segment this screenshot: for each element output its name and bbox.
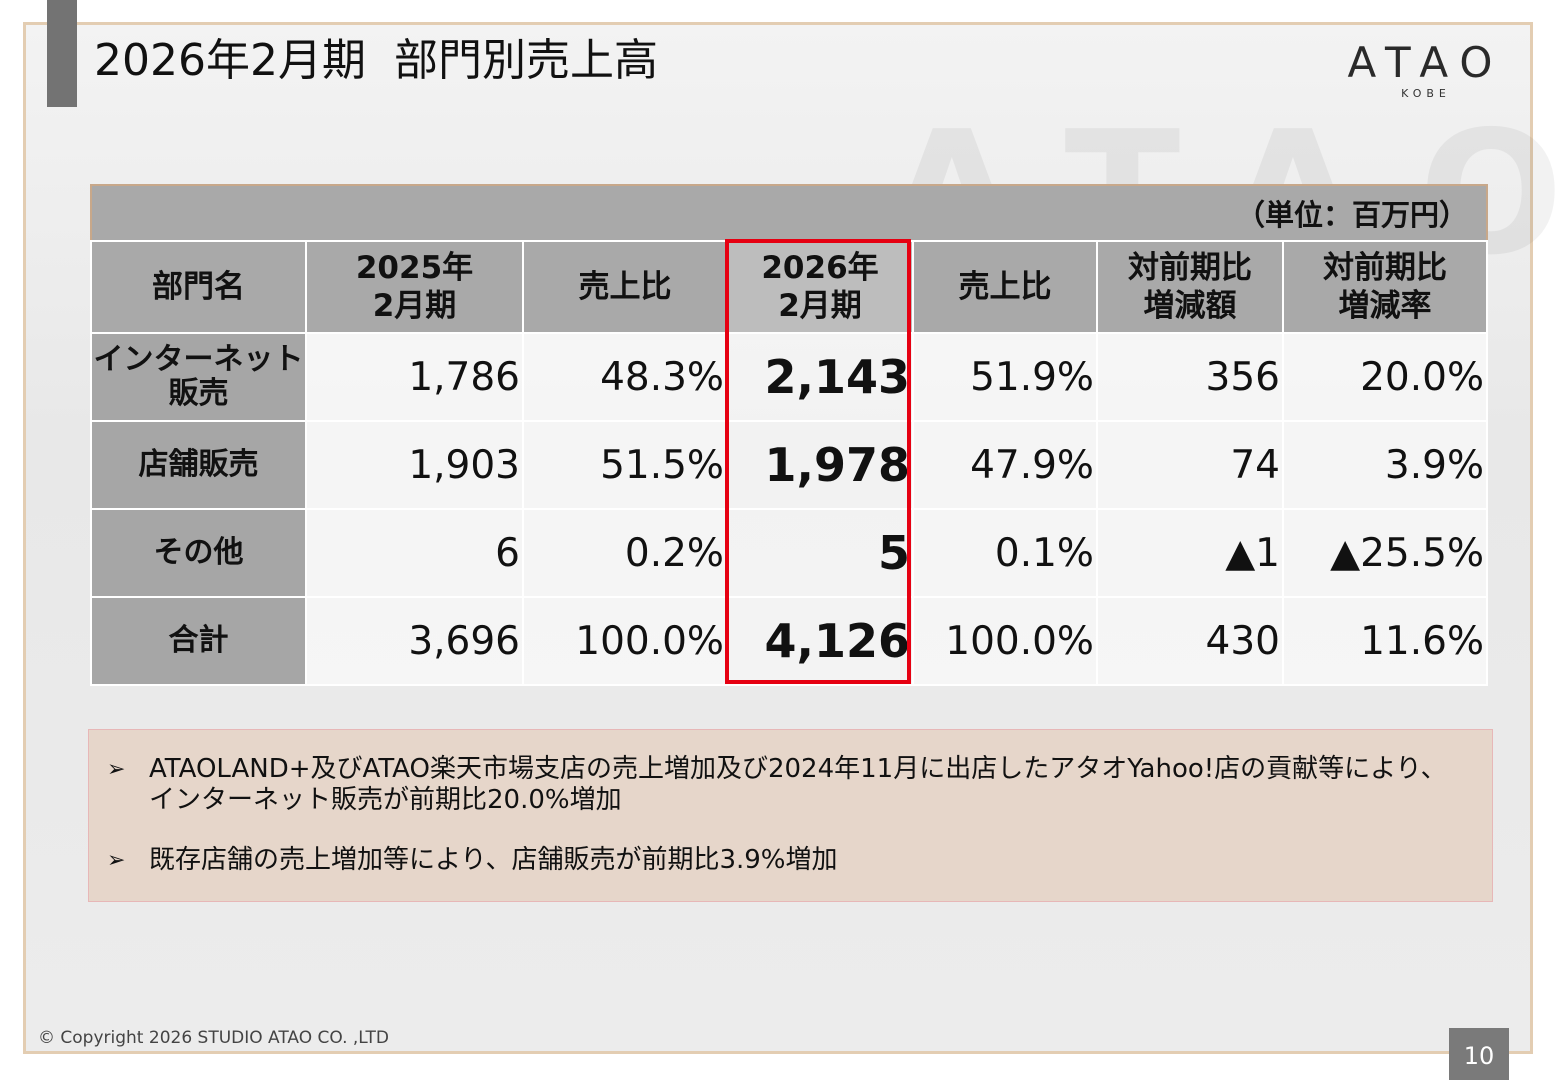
cell-ratio2026: 0.1% bbox=[912, 508, 1098, 598]
row-label: インターネット 販売 bbox=[90, 332, 307, 422]
cell-rate: 11.6% bbox=[1281, 596, 1489, 686]
department-sales-table: （単位：百万円） 部門名 2025年 2月期 売上比 2026年 2月期 売上比 対… bbox=[89, 184, 1489, 686]
bullet-arrow-icon: ➢ bbox=[107, 848, 126, 873]
atao-logo: ATAO KOBE bbox=[1336, 38, 1516, 100]
notes-box: ➢ ATAOLAND+及びATAO楽天市場支店の売上増加及び2024年11月に出… bbox=[88, 729, 1493, 902]
copyright-text: © Copyright 2026 STUDIO ATAO CO. ,LTD bbox=[38, 1028, 389, 1048]
cell-rate: 3.9% bbox=[1281, 420, 1489, 510]
cell-fy2025: 1,786 bbox=[305, 332, 524, 422]
logo-sub-text: KOBE bbox=[1401, 87, 1451, 100]
cell-fy2025: 3,696 bbox=[305, 596, 524, 686]
cell-rate: ▲25.5% bbox=[1281, 508, 1489, 598]
header-ratio2025: 売上比 bbox=[522, 240, 728, 334]
note-text: ATAOLAND+及びATAO楽天市場支店の売上増加及び2024年11月に出店し… bbox=[149, 754, 1447, 815]
logo-main-text: ATAO bbox=[1347, 38, 1505, 87]
table-row-total: 合計 3,696 100.0% 4,126 100.0% 430 11.6% bbox=[90, 596, 1489, 686]
cell-change: ▲1 bbox=[1096, 508, 1284, 598]
title-accent-bar bbox=[47, 0, 77, 107]
bullet-arrow-icon: ➢ bbox=[107, 757, 126, 782]
note-text: 既存店舗の売上増加等により、店舗販売が前期比3.9%増加 bbox=[149, 845, 838, 875]
header-fy2025: 2025年 2月期 bbox=[305, 240, 524, 334]
cell-fy2026: 2,143 bbox=[726, 332, 914, 422]
cell-fy2026: 5 bbox=[726, 508, 914, 598]
header-department: 部門名 bbox=[90, 240, 307, 334]
unit-row: （単位：百万円） bbox=[89, 184, 1489, 242]
page-number-badge: 10 bbox=[1449, 1028, 1509, 1080]
header-change-rate: 対前期比 増減率 bbox=[1281, 240, 1489, 334]
header-ratio2026: 売上比 bbox=[912, 240, 1098, 334]
cell-rate: 20.0% bbox=[1281, 332, 1489, 422]
unit-label: （単位：百万円） bbox=[89, 184, 1489, 242]
cell-fy2025: 6 bbox=[305, 508, 524, 598]
row-label: その他 bbox=[90, 508, 307, 598]
table-row-store: 店舗販売 1,903 51.5% 1,978 47.9% 74 3.9% bbox=[90, 420, 1489, 510]
cell-change: 430 bbox=[1096, 596, 1284, 686]
cell-ratio2026: 47.9% bbox=[912, 420, 1098, 510]
page-title: 2026年2月期 部門別売上高 bbox=[94, 35, 658, 86]
cell-fy2026: 1,978 bbox=[726, 420, 914, 510]
note-item: ➢ 既存店舗の売上増加等により、店舗販売が前期比3.9%増加 bbox=[107, 845, 1467, 876]
cell-ratio2025: 100.0% bbox=[522, 596, 728, 686]
cell-ratio2026: 51.9% bbox=[912, 332, 1098, 422]
row-label: 合計 bbox=[90, 596, 307, 686]
note-item: ➢ ATAOLAND+及びATAO楽天市場支店の売上増加及び2024年11月に出… bbox=[107, 754, 1467, 816]
cell-change: 356 bbox=[1096, 332, 1284, 422]
cell-change: 74 bbox=[1096, 420, 1284, 510]
header-row: 部門名 2025年 2月期 売上比 2026年 2月期 売上比 対前期比 増減額 対前… bbox=[90, 240, 1489, 334]
header-fy2026: 2026年 2月期 bbox=[726, 240, 914, 334]
row-label: 店舗販売 bbox=[90, 420, 307, 510]
cell-fy2026: 4,126 bbox=[726, 596, 914, 686]
cell-ratio2026: 100.0% bbox=[912, 596, 1098, 686]
cell-ratio2025: 48.3% bbox=[522, 332, 728, 422]
header-change-amount: 対前期比 増減額 bbox=[1096, 240, 1284, 334]
table-row-internet: インターネット 販売 1,786 48.3% 2,143 51.9% 356 20… bbox=[90, 332, 1489, 422]
cell-ratio2025: 51.5% bbox=[522, 420, 728, 510]
table-row-other: その他 6 0.2% 5 0.1% ▲1 ▲25.5% bbox=[90, 508, 1489, 598]
cell-fy2025: 1,903 bbox=[305, 420, 524, 510]
cell-ratio2025: 0.2% bbox=[522, 508, 728, 598]
